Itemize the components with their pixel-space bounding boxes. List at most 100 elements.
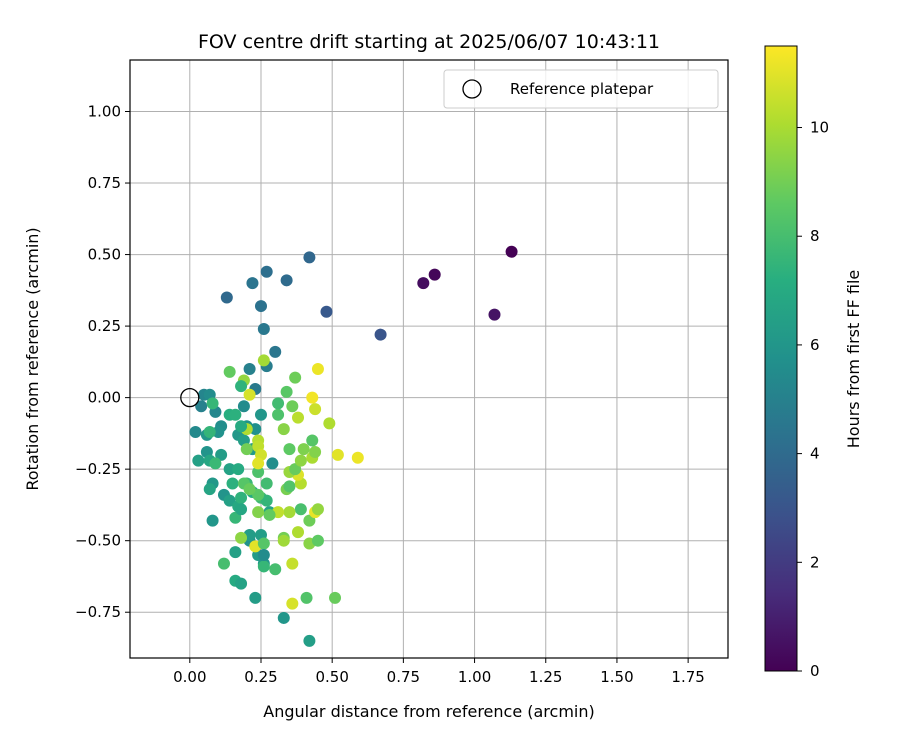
reference-point-marker [180,387,200,408]
data-point [206,514,219,527]
data-point [254,300,267,313]
data-point [311,363,324,376]
grid-lines [130,60,728,658]
data-point [235,380,248,393]
data-point [223,365,236,378]
data-point [283,506,296,519]
data-point [292,526,305,539]
data-point [229,408,242,421]
colorbar-gradient [764,45,798,672]
data-point [232,463,245,476]
data-point [428,268,441,281]
data-point [294,454,307,467]
legend-reference-label: Reference platepar [510,80,654,98]
data-point [249,423,262,436]
data-point [306,434,319,447]
y-tick-label: 0.50 [88,246,121,264]
data-point [243,388,256,401]
data-point [189,425,202,438]
data-point [289,371,302,384]
data-point [303,634,316,647]
data-point [488,308,501,321]
data-point [235,491,248,504]
data-point [220,291,233,304]
data-point [309,403,322,416]
data-point [417,277,430,290]
data-point [246,277,259,290]
data-point [192,454,205,467]
plot-frame [129,59,729,659]
data-point [303,251,316,264]
colorbar-tick-label: 0 [810,662,820,680]
data-point [257,548,270,561]
data-point [252,506,265,519]
x-tick-label: 1.75 [671,668,704,686]
data-point [280,274,293,287]
colorbar: 0 2 4 6 8 10 Hours from first FF file [764,45,863,680]
reference-marker-group [180,387,200,408]
data-point [289,463,302,476]
colorbar-tick-label: 8 [810,227,820,245]
data-point [286,597,299,610]
data-point [212,425,225,438]
data-point [320,305,333,318]
data-point [257,537,270,550]
data-point [351,451,364,464]
data-point [235,503,248,516]
y-tick-label: −0.50 [75,532,121,550]
y-tick-label: 1.00 [88,103,121,121]
data-point [263,508,276,521]
x-tick-label: 0.00 [173,668,206,686]
y-axis-label: Rotation from reference (arcmin) [23,227,42,490]
colorbar-label: Hours from first FF file [844,270,863,449]
data-point [277,423,290,436]
y-tick-label: −0.75 [75,603,121,621]
colorbar-ticks: 0 2 4 6 8 10 [797,119,829,680]
data-point [297,443,310,456]
data-point [505,245,518,258]
legend: Reference platepar [443,69,719,109]
data-point [249,591,262,604]
data-point [300,591,313,604]
x-tick-label: 1.00 [458,668,491,686]
data-point [254,408,267,421]
data-point [215,448,228,461]
x-tick-label: 0.75 [387,668,420,686]
data-point [272,408,285,421]
legend-box [443,69,719,109]
data-point [283,443,296,456]
data-point [243,363,256,376]
y-tick-label: 0.00 [88,389,121,407]
data-point [331,448,344,461]
data-point [252,488,265,501]
x-tick-label: 1.25 [529,668,562,686]
data-point [235,531,248,544]
data-point [311,534,324,547]
x-tick-label: 0.25 [244,668,277,686]
data-point [243,483,256,496]
data-point [292,411,305,424]
data-point [283,480,296,493]
data-point [303,514,316,527]
y-tick-label: 0.25 [88,317,121,335]
data-point [257,354,270,367]
data-point [266,457,279,470]
x-tick-label: 0.50 [315,668,348,686]
data-point [226,477,239,490]
colorbar-tick-label: 4 [810,445,820,463]
data-point [309,445,322,458]
colorbar-tick-label: 6 [810,336,820,354]
colorbar-tick-label: 10 [810,119,829,137]
data-point [223,494,236,507]
data-point [237,400,250,413]
x-ticks: 0.00 0.25 0.50 0.75 1.00 1.25 1.50 1.75 [173,658,705,686]
data-point [323,417,336,430]
data-point [286,400,299,413]
data-point [235,420,248,433]
data-point [229,546,242,559]
data-point [260,477,273,490]
data-point [257,560,270,573]
data-point [229,511,242,524]
data-point [252,457,265,470]
